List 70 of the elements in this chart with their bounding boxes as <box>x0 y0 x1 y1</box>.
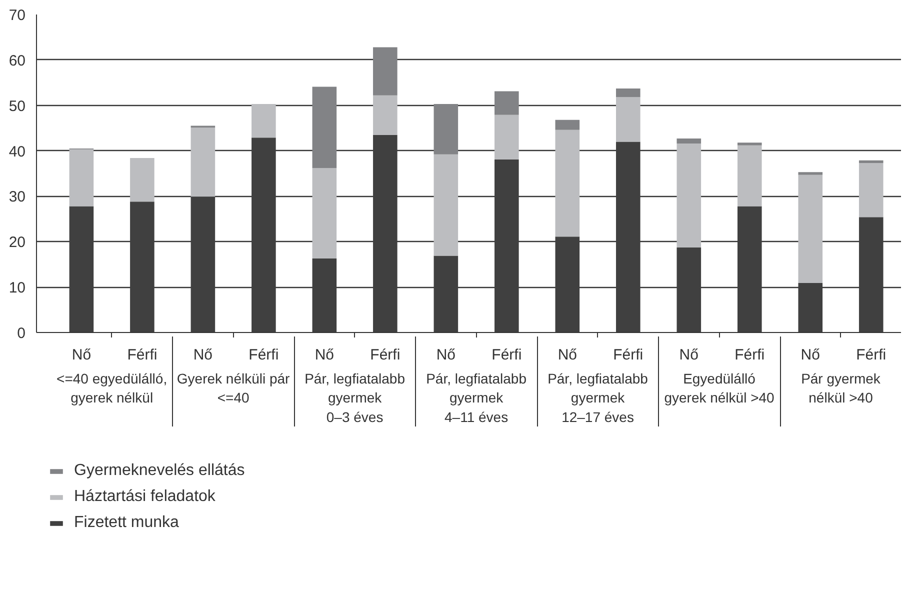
y-tick-label: 30 <box>8 188 26 206</box>
text: Egyedülálló gyerek nélkül >40 <box>664 370 775 406</box>
bar <box>312 86 337 168</box>
bar <box>858 217 884 332</box>
text: Pár, legfiatalabb gyermek 0–3 éves <box>304 370 406 425</box>
bar <box>312 258 337 332</box>
bar <box>130 158 154 202</box>
text: Pár, legfiatalabb gyermek 4–11 éves <box>426 370 527 425</box>
bar <box>190 196 216 332</box>
y-tick-label: 10 <box>8 280 26 297</box>
x-tick-label: Nő <box>314 346 334 364</box>
bar <box>737 142 762 146</box>
text: <=40 egyedülálló, gyerek nélkül <box>56 370 168 406</box>
bar <box>616 88 640 98</box>
bar <box>616 142 640 332</box>
y-tick-label: 50 <box>8 98 26 115</box>
bar <box>373 95 398 135</box>
bar <box>798 282 823 332</box>
x-tick-label: Nő <box>679 346 698 364</box>
legend-label: Fizetett munka <box>74 514 179 532</box>
bar <box>798 174 823 283</box>
bar <box>373 47 398 96</box>
text: Gyerek nélküli pár <=40 <box>176 370 290 406</box>
y-tick-label: 70 <box>8 7 26 24</box>
legend-label: Gyermeknevelés ellátás <box>74 462 245 480</box>
x-tick-label: Férfi <box>734 346 765 364</box>
bar <box>858 160 884 164</box>
x-tick-label: Nő <box>72 346 92 364</box>
x-tick-label: Nő <box>558 346 578 364</box>
x-tick-label: Nő <box>193 346 213 364</box>
bar <box>676 138 702 144</box>
bar <box>434 256 458 332</box>
text: Pár gyermek nélkül >40 <box>801 370 882 406</box>
x-tick-label: Férfi <box>856 346 886 364</box>
x-tick-label: Férfi <box>248 346 279 364</box>
bar <box>434 154 458 256</box>
bar <box>312 168 337 258</box>
bar <box>676 248 702 332</box>
bar <box>676 144 702 248</box>
y-tick-label: 60 <box>8 52 26 70</box>
bar <box>434 104 458 154</box>
x-tick-label: Férfi <box>127 346 158 364</box>
bar <box>130 202 154 332</box>
bar <box>494 91 519 115</box>
bar <box>555 120 580 130</box>
x-tick-label: Nő <box>800 346 820 364</box>
bar <box>69 149 94 206</box>
y-tick-label: 0 <box>17 325 26 342</box>
x-tick-label: Férfi <box>613 346 644 364</box>
x-tick-label: Nő <box>436 346 456 364</box>
bar <box>737 206 762 332</box>
bar <box>494 114 519 160</box>
bar <box>69 206 94 332</box>
bar <box>252 104 276 138</box>
x-tick-label: Férfi <box>370 346 400 364</box>
bar <box>373 134 398 332</box>
bar <box>798 172 823 175</box>
x-tick-label: Férfi <box>492 346 522 364</box>
bar <box>555 130 580 237</box>
legend-label: Háztartási feladatok <box>74 488 216 506</box>
bar <box>190 128 216 197</box>
bar <box>616 97 640 142</box>
y-tick-label: 20 <box>8 234 26 252</box>
bar <box>494 159 519 332</box>
y-tick-label: 40 <box>8 143 26 160</box>
bar <box>858 163 884 218</box>
bar <box>737 145 762 206</box>
bar <box>252 138 276 332</box>
bar <box>555 236 580 332</box>
text: Pár, legfiatalabb gyermek 12–17 éves <box>548 370 648 425</box>
